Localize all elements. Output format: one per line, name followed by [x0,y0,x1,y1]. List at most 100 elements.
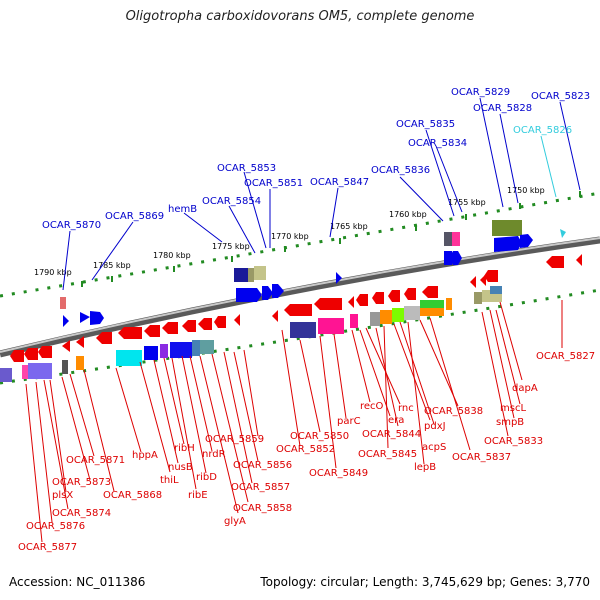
gene-label: glyA [224,516,246,527]
upper-leader-lines [62,97,581,291]
gene-block [192,340,200,356]
gene-block [492,220,522,236]
gene-arrow [560,229,566,238]
gene-arrow [314,298,342,310]
gene-label: OCAR_5828 [473,103,532,114]
gene-label: pdxJ [424,421,446,432]
gene-arrow [404,288,416,300]
gene-arrow [576,254,582,266]
gene-block [60,297,66,309]
gene-label: OCAR_5869 [105,211,164,222]
gene-label: OCAR_5838 [424,406,483,417]
gene-arrow [356,294,368,306]
gene-label: acpS [422,442,446,453]
topology-text: Topology: circular; Length: 3,745,629 bp… [260,575,590,589]
gene-label: lepB [414,462,436,473]
gene-arrow [480,274,486,286]
genome-backbone [0,236,600,358]
gene-block [318,318,344,334]
gene-arrow [10,350,24,362]
map-title: Oligotropha carboxidovorans OM5, complet… [125,9,475,24]
gene-label: OCAR_5827 [536,351,595,362]
lower-labels: OCAR_5877 OCAR_5876 OCAR_5874 plsX OCAR_… [18,351,595,553]
lower-leader-lines [25,300,563,543]
gene-label: OCAR_5849 [309,468,368,479]
gene-arrow [262,286,273,300]
gene-label: OCAR_5870 [42,220,101,231]
gene-block [170,342,192,358]
gene-label: rnc [398,403,414,414]
forward-strand-genes [60,220,566,327]
gene-label: OCAR_5847 [310,177,369,188]
gene-block [380,310,392,324]
gene-arrow [118,327,142,339]
gene-block [370,312,380,326]
scale-label: 1760 kbp [389,210,427,219]
gene-label: ribH [174,443,195,454]
upper-scale-track [0,191,600,298]
gene-block [290,322,316,338]
gene-label: OCAR_5836 [371,165,430,176]
gene-arrow [453,251,462,265]
gene-label: smpB [496,417,524,428]
gene-label: nusB [168,462,193,473]
gene-label: OCAR_5877 [18,542,77,553]
scale-label: 1785 kbp [93,261,131,270]
gene-block [392,308,404,322]
gene-label: recO [360,401,384,412]
gene-arrow [470,276,476,288]
gene-label: plsX [52,490,73,501]
gene-block [116,350,142,366]
gene-arrow [214,316,226,328]
gene-block [28,363,52,379]
gene-label: OCAR_5868 [103,490,162,501]
gene-label: nrdR [202,449,226,460]
gene-arrow [272,310,278,322]
gene-block [404,306,420,320]
gene-arrow [162,322,178,334]
gene-label: mscL [500,403,526,414]
gene-label: parC [337,416,361,427]
gene-block [248,268,254,282]
gene-arrow [24,348,38,360]
gene-arrow [388,290,400,302]
gene-block [62,360,68,374]
gene-label: OCAR_5845 [358,449,417,460]
gene-arrow [250,288,262,302]
gene-arrow [236,288,250,302]
gene-block [490,294,502,302]
gene-arrow [284,304,312,316]
gene-block [444,232,452,246]
scale-label: 1750 kbp [507,186,545,195]
gene-arrow [336,272,342,284]
gene-label: OCAR_5851 [244,178,303,189]
gene-arrow [484,270,498,282]
upper-labels: OCAR_5870 OCAR_5869 hemB OCAR_5854 OCAR_… [42,87,590,231]
gene-block [0,368,12,382]
scale-labels: 1790 kbp 1785 kbp 1780 kbp 1775 kbp 1770… [34,186,545,277]
gene-label: OCAR_5857 [231,482,290,493]
gene-arrow [90,311,104,325]
gene-arrow [80,312,90,323]
gene-label: OCAR_5850 [290,431,349,442]
gene-arrow [38,346,52,358]
gene-block [200,340,214,354]
gene-label: OCAR_5837 [452,452,511,463]
gene-block [490,286,502,294]
scale-label: 1755 kbp [448,198,486,207]
gene-label: thiL [160,475,179,486]
gene-label: OCAR_5874 [52,508,111,519]
gene-label: OCAR_5844 [362,429,421,440]
gene-block [160,344,168,358]
gene-label: hemB [168,204,197,215]
scale-ticks [81,191,581,287]
gene-block [350,314,358,328]
gene-label: OCAR_5854 [202,196,261,207]
gene-label: OCAR_5856 [233,460,292,471]
accession-text: Accession: NC_011386 [9,575,146,589]
gene-label: OCAR_5834 [408,138,467,149]
gene-block [144,346,158,360]
gene-arrow [520,234,533,248]
gene-label: OCAR_5876 [26,521,85,532]
